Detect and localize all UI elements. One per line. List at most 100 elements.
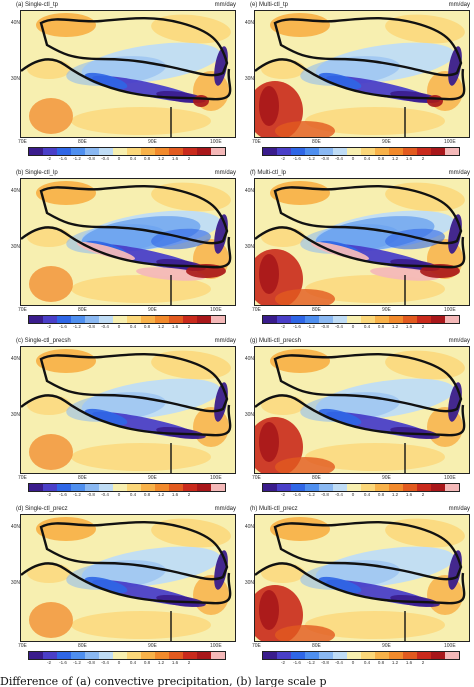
colorbar-swatch <box>347 316 361 323</box>
colorbar-tick-label: -1.2 <box>73 324 81 329</box>
colorbar-tick-label: 0.4 <box>129 660 137 665</box>
colorbar-tick-label: -2 <box>46 324 52 329</box>
colorbar-swatch <box>71 148 85 155</box>
panel-title: (d) Single-ctl_precz <box>16 506 68 512</box>
precipitation-map <box>254 10 470 138</box>
panel-title: (c) Single-ctl_precsh <box>16 338 71 344</box>
colorbar-swatch <box>71 484 85 491</box>
colorbar-tick-label: 0 <box>117 660 121 665</box>
colorbar-tick-label: -1.6 <box>293 492 301 497</box>
colorbar-swatch <box>71 316 85 323</box>
colorbar-swatch <box>197 484 211 491</box>
colorbar-tick-label: 0 <box>351 156 355 161</box>
anomaly-region <box>275 457 335 473</box>
colorbar-tick-label: 2 <box>421 492 425 497</box>
colorbar-tick-label: -0.8 <box>321 156 329 161</box>
map-panel-a: (a) Single-ctl_tp mm/day 40N 30N 70E 80E 90E 10… <box>6 2 238 172</box>
colorbar-swatch <box>127 484 141 491</box>
colorbar-swatch <box>417 484 431 491</box>
colorbar-tick-label: 1.2 <box>391 492 399 497</box>
colorbar-swatch <box>113 316 127 323</box>
lat-tick-label: 30N <box>10 580 20 586</box>
map-canvas <box>21 179 235 305</box>
colorbar-swatch <box>141 652 155 659</box>
boundary-contour-line <box>21 562 232 605</box>
colorbar-tick-label: -1.6 <box>293 660 301 665</box>
colorbar-swatch <box>305 148 319 155</box>
colorbar-swatch <box>263 652 277 659</box>
boundary-contour-line <box>255 562 466 605</box>
panel-title: (b) Single-ctl_lp <box>16 170 58 176</box>
colorbar-tick-label: -0.4 <box>335 156 343 161</box>
map-panel-b: (b) Single-ctl_lp mm/day 40N 30N 70E 80E 90E 10… <box>6 170 238 340</box>
colorbar-tick-label: -1.2 <box>307 156 315 161</box>
map-canvas <box>255 515 469 641</box>
colorbar-swatch <box>277 148 291 155</box>
colorbar-swatch <box>305 652 319 659</box>
colorbar-swatch <box>277 484 291 491</box>
anomaly-region <box>261 59 305 79</box>
colorbar-tick-label: 1.6 <box>171 492 179 497</box>
colorbar-swatch <box>141 148 155 155</box>
anomaly-region <box>305 107 445 135</box>
colorbar-swatch <box>99 652 113 659</box>
colorbar-swatch <box>431 652 445 659</box>
precipitation-map <box>254 178 470 306</box>
figure-caption: Difference of (a) convective precipitati… <box>0 676 327 687</box>
anomaly-region <box>71 275 211 303</box>
colorbar-swatch <box>347 484 361 491</box>
lat-tick-label: 40N <box>244 356 254 362</box>
colorbar-ticks: -2 -1.6 -1.2 -0.8 -0.4 0 0.4 0.8 1.2 1.6 2 <box>262 492 458 500</box>
colorbar-swatch <box>333 148 347 155</box>
colorbar-swatch <box>211 484 225 491</box>
colorbar-swatch <box>29 484 43 491</box>
anomaly-region <box>261 227 305 247</box>
colorbar-swatch <box>389 484 403 491</box>
colorbar-tick-label: 1.6 <box>171 660 179 665</box>
colorbar-swatch <box>361 484 375 491</box>
panel-title: (f) Multi-ctl_lp <box>250 170 287 176</box>
panel-unit: mm/day <box>448 506 470 512</box>
colorbar-tick-label: 1.2 <box>157 492 165 497</box>
anomaly-region <box>259 422 279 462</box>
anomaly-region <box>29 602 73 638</box>
colorbar-tick-label: 1.6 <box>405 660 413 665</box>
colorbar-swatch <box>155 484 169 491</box>
colorbar-swatch <box>99 148 113 155</box>
lat-tick-label: 40N <box>10 20 20 26</box>
lon-tick-label: 70E <box>252 139 261 145</box>
precipitation-map <box>20 10 236 138</box>
colorbar-tick-label: 2 <box>187 156 191 161</box>
colorbar-swatch <box>347 652 361 659</box>
colorbar-swatch <box>113 148 127 155</box>
lon-tick-label: 70E <box>18 307 27 313</box>
colorbar-tick-label: 1.2 <box>157 660 165 665</box>
map-panel-e: (e) Multi-ctl_tp mm/day 40N 30N 70E 80E 90E 100… <box>240 2 472 172</box>
colorbar-swatch <box>319 652 333 659</box>
anomaly-region <box>27 59 71 79</box>
colorbar-tick-label: -0.8 <box>87 156 95 161</box>
inner-contour-line <box>39 353 229 413</box>
colorbar-swatch <box>305 316 319 323</box>
inner-contour-line <box>39 185 229 245</box>
panel-unit: mm/day <box>214 506 236 512</box>
lon-tick-label: 70E <box>252 475 261 481</box>
panel-unit: mm/day <box>448 338 470 344</box>
anomaly-region <box>305 275 445 303</box>
lon-tick-label: 80E <box>312 475 321 481</box>
panel-unit: mm/day <box>214 338 236 344</box>
colorbar-swatch <box>99 484 113 491</box>
colorbar-tick-label: 0 <box>117 156 121 161</box>
colorbar-tick-label: -0.4 <box>101 324 109 329</box>
colorbar-tick-label: -0.8 <box>87 660 95 665</box>
anomaly-region <box>275 289 335 305</box>
map-canvas <box>255 347 469 473</box>
colorbar-tick-label: 1.2 <box>391 324 399 329</box>
colorbar-tick-label: -1.6 <box>293 156 301 161</box>
colorbar-tick-label: 1.2 <box>391 660 399 665</box>
colorbar-swatch <box>403 148 417 155</box>
map-canvas <box>21 11 235 137</box>
anomaly-region <box>318 408 362 426</box>
lon-tick-label: 90E <box>382 643 391 649</box>
colorbar <box>262 651 460 660</box>
